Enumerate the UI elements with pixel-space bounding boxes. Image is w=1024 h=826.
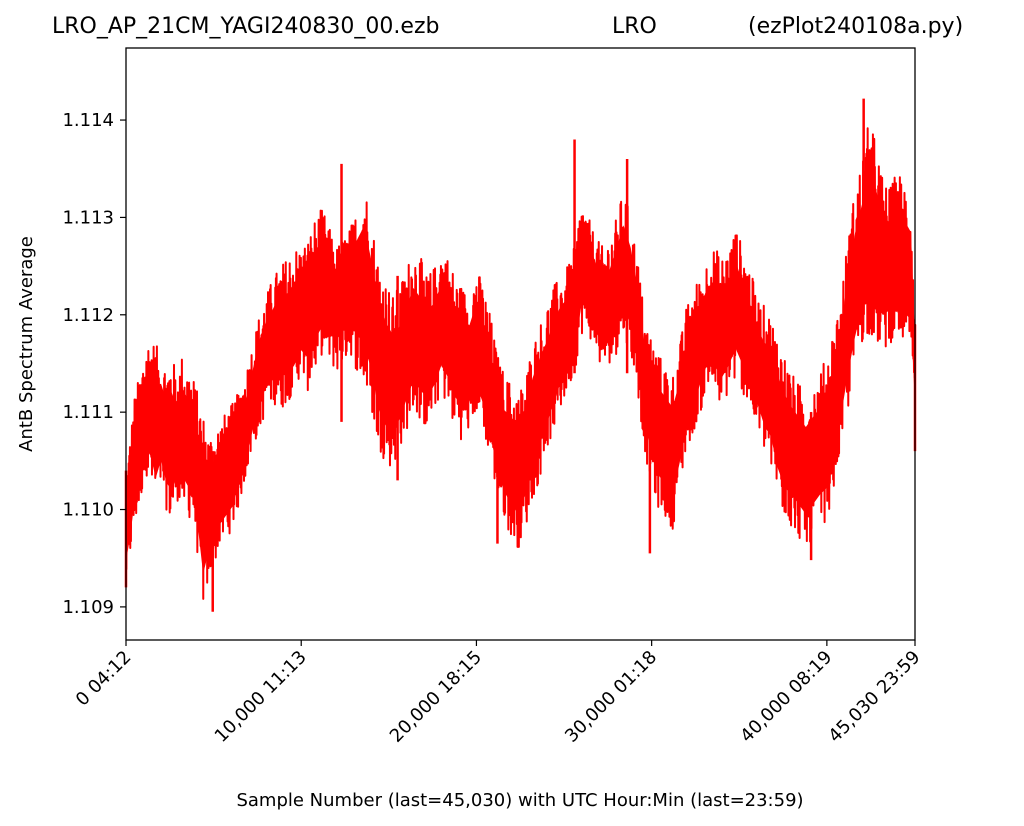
chart-title-right: (ezPlot240108a.py)	[748, 14, 964, 39]
chart-title-center: LRO	[612, 14, 657, 39]
x-axis-label: Sample Number (last=45,030) with UTC Hou…	[236, 790, 803, 811]
x-axis: 0 04:12 10,000 11:13 20,000 18:15 30,000 01…	[72, 640, 925, 747]
x-tick-label-0: 0 04:12	[72, 647, 136, 711]
y-tick-label-1: 1.110	[62, 500, 114, 521]
y-tick-label-5: 1.114	[62, 110, 114, 131]
x-tick-label-4: 40,000 08:19	[736, 647, 836, 747]
y-axis-label: AntB Spectrum Average	[16, 236, 37, 452]
series-line-0	[125, 127, 916, 600]
x-tick-label-2: 20,000 18:15	[386, 647, 486, 747]
y-tick-label-4: 1.113	[62, 207, 114, 228]
x-tick-label-3: 30,000 01:18	[561, 647, 661, 747]
series-layer	[124, 98, 917, 612]
x-tick-label-1: 10,000 11:13	[211, 647, 311, 747]
series-core-band-0	[126, 167, 915, 574]
x-tick-label-5: 45,030 23:59	[824, 647, 924, 747]
y-axis: 1.109 1.110 1.111 1.112 1.113 1.114	[62, 110, 126, 618]
y-tick-label-2: 1.111	[62, 402, 114, 423]
y-tick-label-3: 1.112	[62, 305, 114, 326]
y-tick-label-0: 1.109	[62, 597, 114, 618]
plot-frame	[125, 47, 916, 641]
chart-title-left: LRO_AP_21CM_YAGI240830_00.ezb	[52, 14, 440, 39]
